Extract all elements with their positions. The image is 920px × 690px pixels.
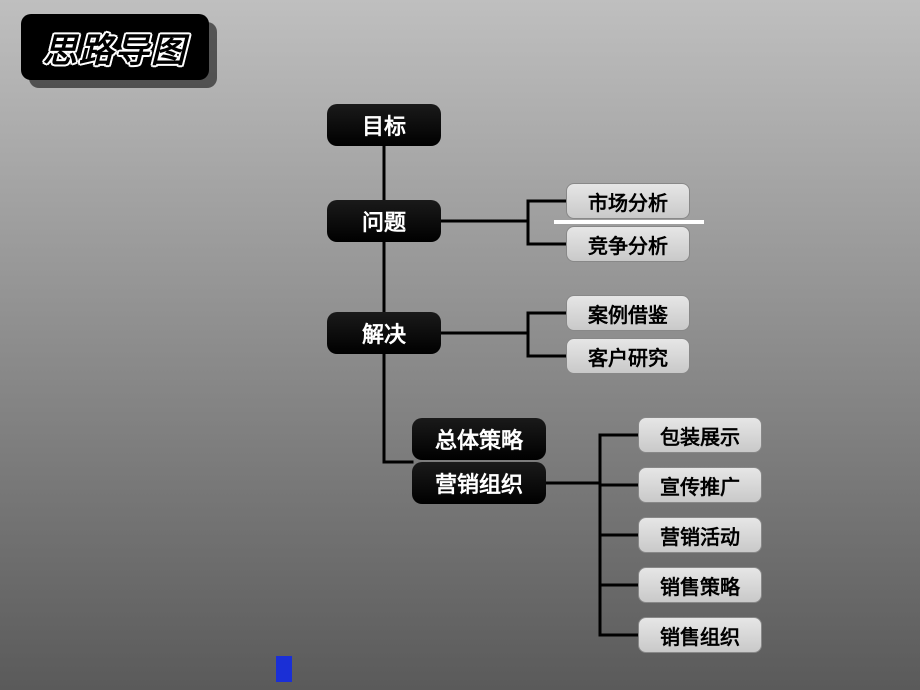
node-label: 销售策略 bbox=[660, 571, 740, 600]
diagram-stage: 思路导图目标问题解决总体策略营销组织 市场分析竞争分析案例借鉴客户研究包装展示宣传… bbox=[0, 0, 920, 690]
node-activity: 营销活动 bbox=[638, 517, 762, 553]
node-label: 总体策略 bbox=[435, 423, 523, 455]
node-compete: 竞争分析 bbox=[566, 226, 690, 262]
node-label: 营销组织 bbox=[435, 467, 523, 499]
node-label: 竞争分析 bbox=[588, 230, 668, 259]
diagram-title-text: 思路导图 bbox=[43, 23, 187, 72]
node-label: 案例借鉴 bbox=[588, 299, 668, 328]
node-strategy: 总体策略 bbox=[412, 418, 546, 460]
node-label: 目标 bbox=[362, 109, 406, 141]
connector-layer bbox=[0, 0, 920, 690]
node-label: 问题 bbox=[362, 205, 406, 237]
node-customer: 客户研究 bbox=[566, 338, 690, 374]
node-label: 销售组织 bbox=[660, 621, 740, 650]
node-solve: 解决 bbox=[327, 312, 441, 354]
node-market: 市场分析 bbox=[566, 183, 690, 219]
node-pack: 包装展示 bbox=[638, 417, 762, 453]
node-marketing: 营销组织 bbox=[412, 462, 546, 504]
node-label: 市场分析 bbox=[588, 187, 668, 216]
node-promo: 宣传推广 bbox=[638, 467, 762, 503]
node-label: 宣传推广 bbox=[660, 471, 740, 500]
node-case: 案例借鉴 bbox=[566, 295, 690, 331]
node-label: 包装展示 bbox=[660, 421, 740, 450]
node-problem: 问题 bbox=[327, 200, 441, 242]
node-label: 营销活动 bbox=[660, 521, 740, 550]
node-label: 客户研究 bbox=[588, 342, 668, 371]
node-goal: 目标 bbox=[327, 104, 441, 146]
diagram-title: 思路导图 bbox=[21, 14, 209, 80]
blue-marker bbox=[276, 656, 292, 682]
node-salesStrat: 销售策略 bbox=[638, 567, 762, 603]
node-label: 解决 bbox=[362, 317, 406, 349]
node-salesOrg: 销售组织 bbox=[638, 617, 762, 653]
